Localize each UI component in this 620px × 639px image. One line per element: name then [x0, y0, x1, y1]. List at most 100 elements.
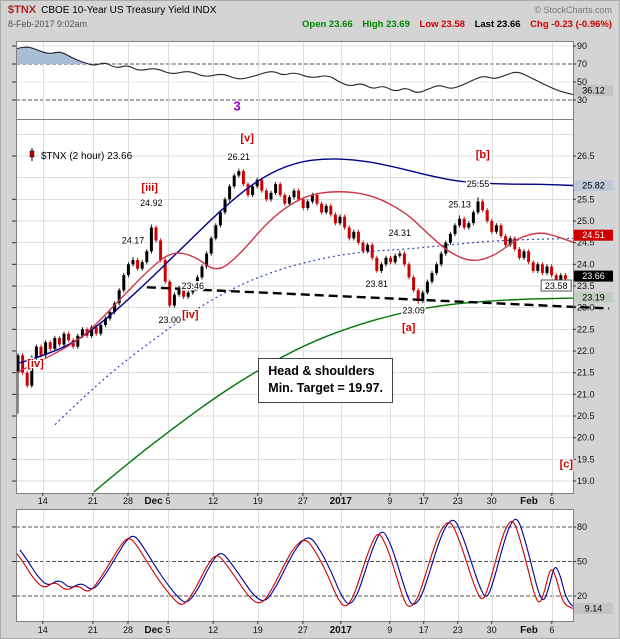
panel-background: [16, 41, 573, 119]
candle-body: [48, 342, 52, 349]
candle-body: [375, 257, 379, 271]
candle-body: [113, 303, 117, 312]
axis-label: 24.0: [577, 259, 595, 269]
candle-body: [471, 212, 475, 224]
axis-label: 23.0: [577, 303, 595, 313]
wave-label: [iv]: [182, 309, 199, 321]
candle-body: [545, 266, 549, 273]
candle-body: [522, 251, 526, 258]
candle-body: [94, 327, 98, 334]
x-axis-label: 14: [38, 625, 48, 635]
candle-body: [39, 346, 43, 356]
candle-body: [292, 190, 296, 198]
candle-body: [241, 171, 245, 185]
axis-label: 80: [577, 522, 587, 532]
wave-label: [iv]: [27, 358, 44, 370]
x-axis-label: 17: [419, 496, 429, 506]
x-axis-label: 23: [453, 496, 463, 506]
candle-body: [131, 260, 135, 265]
candle-body: [117, 290, 121, 304]
candle-body: [356, 231, 360, 243]
x-axis-label: 2017: [330, 625, 353, 636]
candle-body: [21, 355, 25, 373]
axis-value-box: [574, 291, 613, 303]
candle-body: [494, 225, 498, 232]
wave-label: [b]: [476, 149, 490, 161]
candle-body: [34, 346, 38, 358]
axis-label: 19.5: [577, 454, 595, 464]
candle-body: [329, 205, 333, 215]
candle-body: [264, 190, 268, 200]
candle-body: [370, 244, 374, 258]
candle-body: [347, 227, 351, 239]
candle-body: [425, 281, 429, 293]
candle-body: [301, 199, 305, 208]
x-axis-label: Feb: [520, 625, 538, 636]
candle-body: [172, 294, 176, 306]
symbol-label: $TNX: [8, 4, 37, 16]
candle-body: [361, 242, 365, 252]
candle-body: [177, 287, 181, 295]
axis-value-box: [574, 603, 613, 614]
price-annotation: 26.21: [228, 152, 251, 162]
axis-value-box: [574, 85, 613, 96]
candle-body: [205, 253, 209, 267]
quote-strip: Open 23.66 High 23.69 Low 23.58 Last 23.…: [295, 19, 612, 30]
candle-body: [448, 234, 452, 243]
candle-body: [499, 225, 503, 237]
price-annotation: 23.46: [182, 281, 205, 291]
candle-body: [251, 186, 255, 195]
quote-low: Low 23.58: [419, 19, 465, 30]
candle-body: [563, 275, 567, 280]
candle-body: [283, 195, 287, 204]
axis-value-label: 25.82: [582, 180, 605, 190]
candle-body: [412, 277, 416, 291]
axis-label: 19.0: [577, 476, 595, 486]
x-axis-label: 23: [453, 625, 463, 635]
x-axis-label: 21: [88, 496, 98, 506]
candle-body: [407, 264, 411, 278]
axis-label: 70: [577, 59, 587, 69]
candle-body: [315, 195, 319, 204]
x-axis-label: 9: [387, 625, 392, 635]
candle-body: [168, 281, 172, 306]
x-axis-label: 9: [387, 496, 392, 506]
candle-body: [62, 333, 66, 345]
head-and-shoulders-annotation: Head & shoulders Min. Target = 19.97.: [258, 357, 394, 403]
price-annotation: 23.00: [159, 315, 182, 325]
annotation-line-2: Min. Target = 19.97.: [268, 380, 384, 395]
candle-body: [287, 197, 291, 204]
axis-label: 22.5: [577, 324, 595, 334]
x-axis-label: 17: [419, 625, 429, 635]
candle-body: [80, 329, 84, 336]
quote-last: Last 23.66: [474, 19, 521, 30]
candle-body: [513, 238, 517, 250]
axis-label: 30: [577, 95, 587, 105]
candle-body: [352, 231, 356, 239]
candle-body: [324, 205, 328, 213]
x-axis-label: 21: [88, 625, 98, 635]
x-axis-label: Dec: [144, 625, 163, 636]
candle-body: [223, 199, 227, 213]
copyright-label: © StockCharts.com: [534, 5, 612, 15]
candle-body: [444, 242, 448, 254]
candle-body: [435, 264, 439, 273]
indicator-line: [15, 46, 574, 96]
axis-label: 50: [577, 557, 587, 567]
candlestick-icon: [29, 150, 35, 158]
candle-body: [550, 266, 554, 276]
wave-label: [iii]: [141, 182, 158, 194]
candle-body: [379, 264, 383, 271]
candle-body: [232, 175, 236, 187]
x-axis-label: 27: [298, 496, 308, 506]
price-annotation: 24.31: [389, 228, 412, 238]
wave-label: [c]: [560, 459, 574, 471]
wave-label: 3: [234, 98, 241, 113]
candle-body: [228, 186, 232, 200]
indicator-fill: [16, 46, 89, 64]
candle-body: [218, 212, 222, 226]
candle-body: [149, 227, 153, 252]
candle-body: [200, 266, 204, 278]
price-annotation: 23.81: [366, 279, 389, 289]
candle-body: [554, 275, 558, 282]
